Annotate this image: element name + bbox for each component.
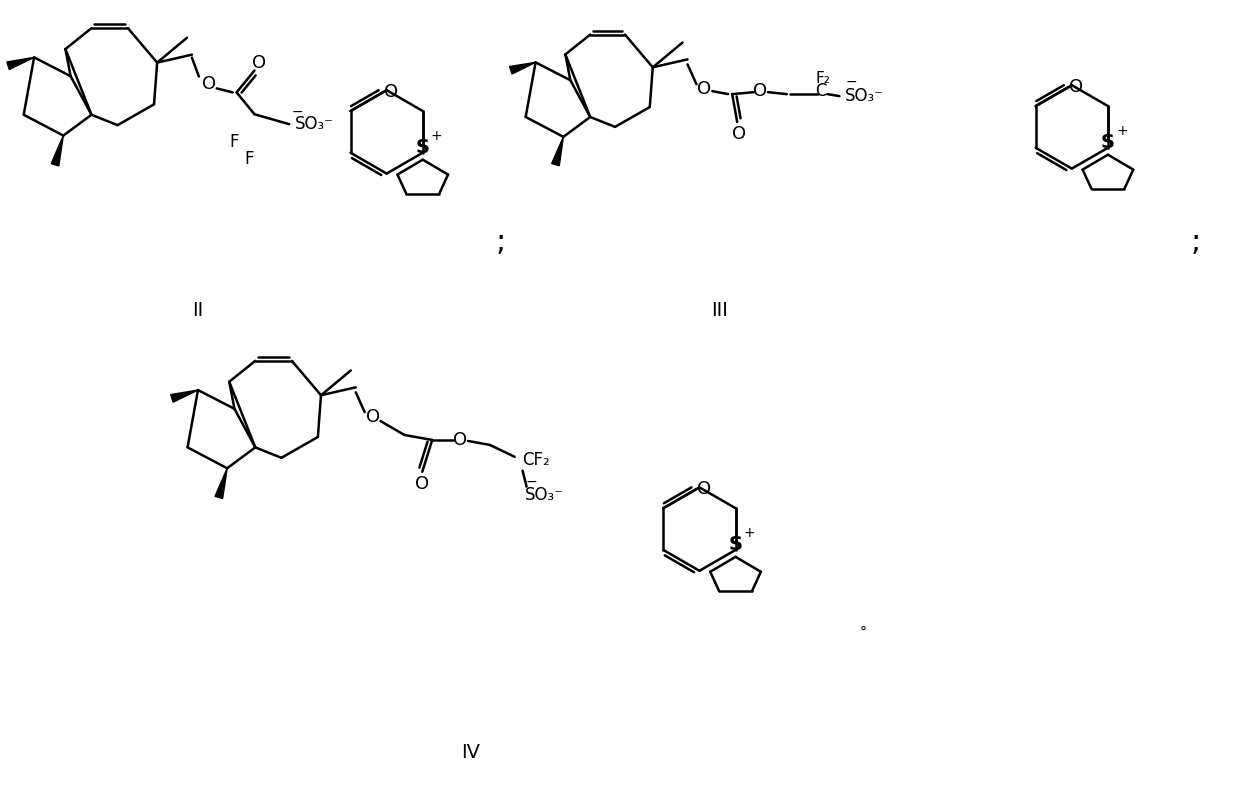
- Text: O: O: [753, 82, 767, 100]
- Text: O: O: [384, 83, 398, 101]
- Text: O: O: [698, 80, 711, 98]
- Text: −: −: [845, 75, 857, 89]
- Text: O: O: [253, 54, 266, 71]
- Polygon shape: [7, 57, 35, 70]
- Polygon shape: [171, 390, 198, 403]
- Text: II: II: [192, 301, 203, 320]
- Text: SO₃⁻: SO₃⁻: [845, 87, 883, 105]
- Text: °: °: [860, 626, 867, 640]
- Text: O: O: [1069, 78, 1083, 96]
- Text: O: O: [202, 75, 216, 94]
- Text: ;: ;: [1191, 226, 1201, 256]
- Text: +: +: [743, 526, 756, 540]
- Polygon shape: [216, 468, 227, 499]
- Text: S: S: [416, 138, 430, 157]
- Text: S: S: [729, 535, 742, 554]
- Text: S: S: [1101, 133, 1115, 152]
- Polygon shape: [51, 136, 63, 166]
- Text: IV: IV: [462, 743, 481, 762]
- Text: O: O: [732, 125, 746, 143]
- Text: −: −: [525, 475, 538, 488]
- Text: F: F: [245, 150, 254, 168]
- Text: SO₃⁻: SO₃⁻: [525, 486, 564, 503]
- Text: +: +: [431, 129, 442, 143]
- Text: ;: ;: [496, 226, 506, 256]
- Text: O: O: [366, 408, 379, 426]
- Polygon shape: [509, 63, 535, 74]
- Polygon shape: [551, 137, 564, 166]
- Text: F: F: [230, 133, 239, 151]
- Text: C: C: [815, 82, 826, 100]
- Text: CF₂: CF₂: [523, 451, 550, 468]
- Text: F₂: F₂: [815, 71, 830, 86]
- Text: −: −: [291, 106, 304, 119]
- Text: +: +: [1116, 124, 1127, 138]
- Text: III: III: [711, 301, 727, 320]
- Text: O: O: [696, 480, 711, 499]
- Text: SO₃⁻: SO₃⁻: [295, 115, 333, 133]
- Text: O: O: [415, 475, 430, 492]
- Text: O: O: [453, 431, 467, 449]
